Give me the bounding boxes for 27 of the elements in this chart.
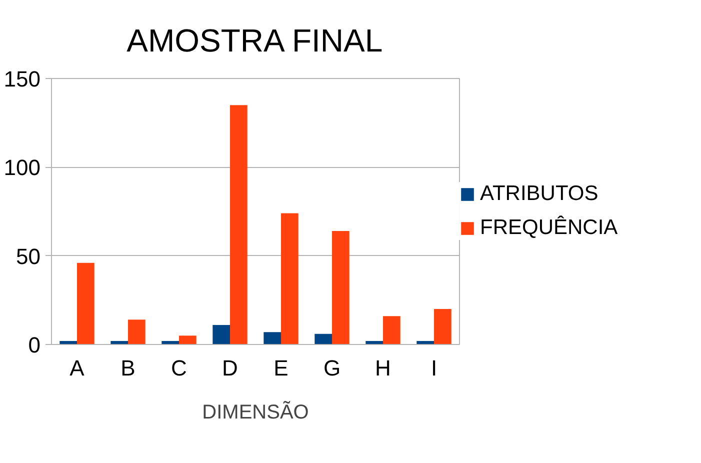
x-tick-label: G [323, 356, 341, 380]
bar [128, 320, 146, 344]
y-tick-label: 50 [16, 244, 41, 269]
chart-title: AMOSTRA FINAL [126, 22, 383, 58]
x-tick-label: I [430, 356, 438, 380]
bar [264, 332, 281, 344]
bar [434, 309, 452, 344]
bar [281, 213, 298, 344]
x-tick-label: H [375, 356, 391, 380]
y-tick-label: 150 [4, 66, 41, 92]
x-tick-label: D [222, 356, 238, 380]
bar [179, 336, 196, 344]
bar [314, 334, 332, 344]
x-tick-label: C [171, 356, 188, 380]
x-tick-label: A [70, 356, 85, 380]
y-tick-label: 100 [4, 155, 41, 180]
x-tick-label: E [274, 356, 288, 380]
bar [230, 105, 248, 344]
bar [77, 262, 94, 344]
y-tick-label: 0 [28, 332, 41, 358]
x-axis-title: DIMENSÃO [202, 400, 309, 424]
bar [332, 231, 350, 344]
bar [383, 316, 400, 344]
x-tick-label: B [120, 356, 136, 380]
legend-label: ATRIBUTOS [480, 182, 598, 206]
bar [212, 324, 230, 344]
legend-label: FREQUÊNCIA [480, 216, 618, 240]
